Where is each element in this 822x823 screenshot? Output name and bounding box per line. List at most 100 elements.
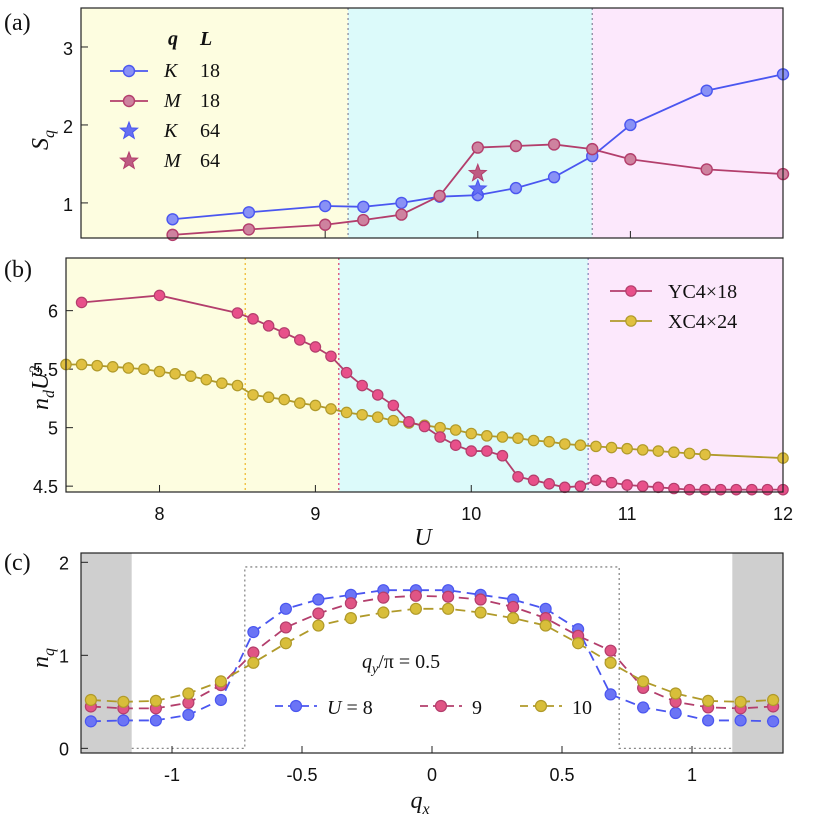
data-point bbox=[449, 424, 462, 436]
data-point bbox=[387, 399, 400, 412]
data-point bbox=[169, 368, 181, 380]
data-point bbox=[247, 389, 259, 401]
legend-header-l: L bbox=[199, 28, 212, 50]
legend-marker bbox=[122, 64, 136, 78]
data-point bbox=[558, 481, 571, 494]
plot-frame bbox=[80, 7, 784, 239]
legend-q: M bbox=[163, 90, 182, 112]
data-point bbox=[84, 693, 97, 707]
c-ylabel-sub: q bbox=[41, 648, 58, 656]
plot-frame bbox=[80, 552, 784, 754]
data-point bbox=[325, 403, 337, 415]
data-point bbox=[182, 708, 195, 721]
panel-c-ylabel: nq bbox=[28, 648, 58, 668]
data-point bbox=[247, 313, 259, 325]
data-point bbox=[294, 334, 306, 346]
data-star bbox=[467, 162, 488, 182]
c-xlabel-sub: x bbox=[421, 801, 429, 818]
legend-marker bbox=[434, 699, 448, 713]
region-1 bbox=[338, 258, 589, 492]
legend-star bbox=[119, 150, 139, 170]
data-point bbox=[278, 327, 291, 339]
c-xlabel-base: q bbox=[410, 788, 422, 814]
b-ylabel-sup: 2 bbox=[27, 365, 43, 373]
data-point bbox=[512, 432, 524, 444]
data-point bbox=[668, 482, 680, 495]
xtick-label: 0 bbox=[427, 765, 437, 785]
b-ylabel-u: U bbox=[28, 371, 54, 390]
data-point bbox=[371, 411, 384, 423]
legend-q: M bbox=[163, 150, 182, 172]
data-point bbox=[356, 408, 368, 421]
data-point bbox=[574, 439, 587, 451]
data-point bbox=[604, 656, 617, 669]
data-point bbox=[465, 445, 478, 457]
legend-label: U = 8 bbox=[327, 697, 373, 719]
data-point bbox=[214, 693, 227, 707]
xtick-label: 10 bbox=[461, 504, 481, 524]
xtick-label: -1 bbox=[164, 765, 180, 785]
data-point bbox=[91, 359, 103, 372]
data-point bbox=[621, 442, 633, 455]
data-point bbox=[75, 358, 88, 371]
data-point bbox=[149, 714, 162, 727]
data-point bbox=[309, 341, 322, 353]
data-point bbox=[442, 602, 455, 615]
b-ylabel-base: n bbox=[28, 398, 54, 410]
data-point bbox=[474, 606, 487, 619]
data-point bbox=[166, 213, 179, 226]
data-point bbox=[149, 694, 162, 708]
data-point bbox=[572, 637, 585, 650]
panel-a: 123 q LK 18M 18K 64M 64 bbox=[63, 7, 790, 242]
data-point bbox=[590, 440, 602, 453]
data-point bbox=[746, 483, 758, 496]
data-point bbox=[153, 365, 166, 378]
legend-l: 64 bbox=[200, 120, 220, 142]
data-point bbox=[699, 483, 711, 496]
data-point bbox=[761, 483, 774, 496]
legend-marker bbox=[289, 699, 303, 713]
data-point bbox=[166, 228, 179, 242]
c-ylabel-base: n bbox=[28, 656, 54, 668]
legend-l: 18 bbox=[200, 60, 220, 82]
data-star bbox=[467, 178, 488, 198]
data-point bbox=[395, 196, 408, 210]
data-point bbox=[605, 476, 618, 489]
data-point bbox=[122, 362, 135, 374]
data-point bbox=[409, 602, 422, 615]
data-point bbox=[279, 602, 292, 615]
data-point bbox=[409, 589, 422, 602]
data-point bbox=[231, 307, 244, 319]
legend-label: 9 bbox=[472, 697, 482, 719]
legend-header-q: q bbox=[168, 28, 178, 50]
data-point bbox=[669, 687, 682, 700]
legend-marker bbox=[534, 699, 548, 713]
data-point bbox=[652, 445, 665, 457]
data-point bbox=[700, 163, 713, 176]
data-point bbox=[496, 449, 509, 462]
data-point bbox=[496, 431, 509, 443]
data-point bbox=[117, 714, 130, 727]
data-point bbox=[734, 695, 747, 708]
xtick-label: -0.5 bbox=[286, 765, 317, 785]
panel-c-xlabel: qx bbox=[410, 788, 429, 818]
data-point bbox=[636, 480, 649, 492]
data-point bbox=[279, 637, 292, 650]
data-point bbox=[512, 470, 524, 483]
data-point bbox=[344, 597, 357, 610]
data-point bbox=[507, 600, 520, 614]
data-point bbox=[75, 296, 88, 309]
annotation: qy/π = 0.5 bbox=[362, 651, 440, 677]
data-point bbox=[318, 218, 332, 231]
plot-frame bbox=[65, 257, 784, 493]
data-point bbox=[395, 208, 408, 221]
ytick-label: 2 bbox=[59, 553, 69, 573]
data-point bbox=[465, 427, 478, 440]
data-point bbox=[652, 481, 665, 494]
data-point bbox=[702, 694, 715, 708]
data-point bbox=[586, 142, 599, 156]
data-point bbox=[449, 439, 462, 451]
data-point bbox=[624, 118, 637, 132]
data-point bbox=[527, 474, 540, 487]
data-point bbox=[231, 379, 244, 392]
